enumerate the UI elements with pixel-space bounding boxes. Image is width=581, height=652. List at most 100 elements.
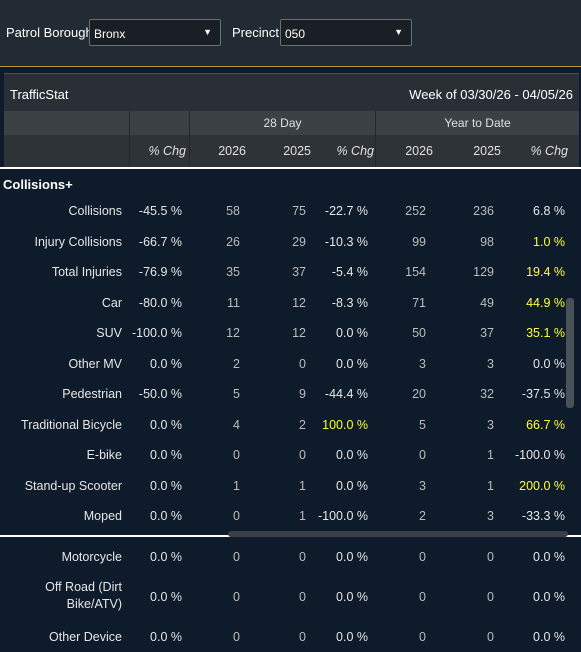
cell-y26: 0 — [419, 550, 426, 564]
row-label: SUV — [96, 326, 122, 340]
table-row: Pedestrian -50.0 % 5 9 -44.4 % 20 32 -37.5 % — [0, 383, 581, 405]
report-header: TrafficStat Week of 03/30/26 - 04/05/26 — [4, 73, 579, 112]
table-row: Stand-up Scooter 0.0 % 1 1 0.0 % 3 1 200.0 % — [0, 475, 581, 497]
vertical-scrollbar[interactable] — [566, 298, 574, 408]
cell-ychg: -37.5 % — [521, 387, 565, 401]
cell-y26: 3 — [419, 479, 426, 493]
cell-d25: 1 — [299, 509, 306, 523]
row-label: Other Device — [49, 630, 122, 644]
cell-y25: 0 — [487, 630, 494, 644]
precinct-value: 050 — [285, 27, 306, 41]
table-row: Collisions -45.5 % 58 75 -22.7 % 252 236 6.8 % — [0, 200, 581, 222]
group-header-row: 28 Day Year to Date — [4, 111, 579, 135]
table-row: Traditional Bicycle 0.0 % 4 2 100.0 % 5 3 66.7 … — [0, 414, 581, 436]
cell-dchg: -5.4 % — [331, 265, 368, 279]
cell-ychg: 0.0 % — [533, 590, 565, 604]
chevron-down-icon: ▼ — [203, 27, 212, 37]
cell-dchg: 0.0 % — [336, 357, 368, 371]
cell-d25: 9 — [299, 387, 306, 401]
section-header: Collisions+ — [0, 173, 581, 197]
cell-pchg: -100.0 % — [131, 326, 182, 340]
column-divider — [375, 135, 376, 167]
cell-ychg: 0.0 % — [533, 550, 565, 564]
cell-y26: 0 — [419, 448, 426, 462]
col-pct-chg[interactable]: % Chg — [148, 144, 186, 158]
cell-ychg: 0.0 % — [533, 357, 565, 371]
col-28d-2025[interactable]: 2025 — [283, 144, 311, 158]
cell-dchg: 100.0 % — [322, 418, 368, 432]
table-row: Total Injuries -76.9 % 35 37 -5.4 % 154 129 19.… — [0, 261, 581, 283]
row-label: Motorcycle — [61, 550, 122, 564]
table-row: Car -80.0 % 11 12 -8.3 % 71 49 44.9 % — [0, 292, 581, 314]
cell-pchg: 0.0 % — [150, 630, 182, 644]
row-label: Stand-up Scooter — [24, 479, 122, 493]
cell-ychg: 44.9 % — [526, 296, 565, 310]
cell-ychg: -100.0 % — [514, 448, 565, 462]
cell-y26: 3 — [419, 357, 426, 371]
cell-pchg: 0.0 % — [150, 448, 182, 462]
table-row: Other MV 0.0 % 2 0 0.0 % 3 3 0.0 % — [0, 353, 581, 375]
cell-pchg: 0.0 % — [150, 509, 182, 523]
cell-dchg: 0.0 % — [336, 479, 368, 493]
cell-d26: 0 — [233, 509, 240, 523]
cell-y25: 0 — [487, 550, 494, 564]
column-divider — [129, 135, 130, 167]
report-title: TrafficStat — [10, 87, 69, 102]
table-row: Moped 0.0 % 0 1 -100.0 % 2 3 -33.3 % — [0, 505, 581, 527]
cell-y25: 129 — [473, 265, 494, 279]
column-divider — [189, 135, 190, 167]
cell-dchg: 0.0 % — [336, 448, 368, 462]
cell-y25: 0 — [487, 590, 494, 604]
precinct-select[interactable]: 050 ▼ — [280, 19, 412, 46]
cell-d26: 0 — [233, 550, 240, 564]
cell-d26: 58 — [226, 204, 240, 218]
cell-d25: 12 — [292, 326, 306, 340]
cell-d26: 12 — [226, 326, 240, 340]
column-header-row: % Chg 2026 2025 % Chg 2026 2025 % Chg — [4, 135, 579, 167]
cell-d26: 1 — [233, 479, 240, 493]
cell-y25: 1 — [487, 479, 494, 493]
cell-d25: 0 — [299, 357, 306, 371]
row-label: Traditional Bicycle — [21, 418, 122, 432]
cell-y25: 32 — [480, 387, 494, 401]
col-ytd-2026[interactable]: 2026 — [405, 144, 433, 158]
row-label: Collisions — [68, 204, 123, 218]
cell-d26: 0 — [233, 448, 240, 462]
cell-dchg: 0.0 % — [336, 590, 368, 604]
cell-d25: 37 — [292, 265, 306, 279]
cell-y25: 1 — [487, 448, 494, 462]
cell-d26: 4 — [233, 418, 240, 432]
borough-select[interactable]: Bronx ▼ — [89, 19, 221, 46]
cell-d25: 0 — [299, 550, 306, 564]
col-28d-pct-chg[interactable]: % Chg — [336, 144, 374, 158]
cell-pchg: -80.0 % — [138, 296, 182, 310]
col-ytd-pct-chg[interactable]: % Chg — [530, 144, 568, 158]
precinct-label: Precinct: — [232, 25, 283, 40]
column-divider — [189, 111, 190, 135]
cell-pchg: 0.0 % — [150, 357, 182, 371]
cell-y26: 0 — [419, 590, 426, 604]
cell-pchg: -50.0 % — [138, 387, 182, 401]
col-ytd-2025[interactable]: 2025 — [473, 144, 501, 158]
column-divider — [129, 111, 130, 135]
cell-ychg: 66.7 % — [526, 418, 565, 432]
table-row: Motorcycle 0.0 % 0 0 0.0 % 0 0 0.0 % — [0, 546, 581, 568]
horizontal-scrollbar[interactable] — [228, 531, 568, 537]
cell-dchg: 0.0 % — [336, 326, 368, 340]
cell-y25: 3 — [487, 357, 494, 371]
cell-y26: 50 — [412, 326, 426, 340]
row-label: Car — [101, 296, 122, 310]
group-28-day: 28 Day — [263, 116, 302, 130]
col-28d-2026[interactable]: 2026 — [218, 144, 246, 158]
column-divider — [375, 111, 376, 135]
cell-y25: 49 — [480, 296, 494, 310]
section-title: Collisions+ — [3, 177, 73, 192]
cell-dchg: -8.3 % — [331, 296, 368, 310]
cell-d25: 0 — [299, 448, 306, 462]
cell-d25: 1 — [299, 479, 306, 493]
cell-y26: 2 — [419, 509, 426, 523]
cell-pchg: 0.0 % — [150, 590, 182, 604]
table-row: E-bike 0.0 % 0 0 0.0 % 0 1 -100.0 % — [0, 444, 581, 466]
cell-pchg: -45.5 % — [138, 204, 182, 218]
cell-ychg: 19.4 % — [526, 265, 565, 279]
